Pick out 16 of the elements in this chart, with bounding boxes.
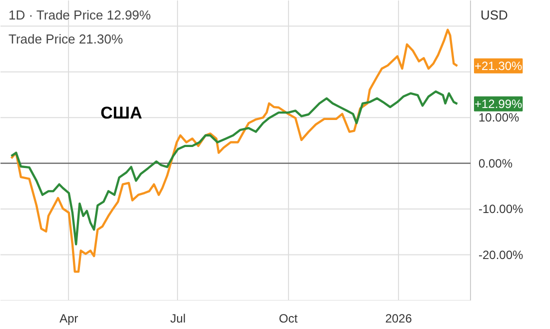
- line-series: [10, 90, 458, 246]
- x-tick-label: 2026: [385, 312, 412, 326]
- text: USD: [480, 8, 508, 22]
- y-tick-label: -10.00%: [478, 202, 524, 216]
- annotation: +12.99%: [474, 96, 523, 111]
- annotation: +21.30%: [474, 58, 523, 73]
- annotation: Trade Price 21.30%: [8, 32, 124, 46]
- y-tick-label: -20.00%: [478, 248, 524, 262]
- x-tick-label: Oct: [278, 312, 298, 326]
- y-tick-label: 10.00%: [478, 110, 520, 125]
- annotation: США: [100, 104, 142, 122]
- x-tick-label: Jul: [170, 312, 186, 326]
- annotation: 1D · Trade Price 12.99%: [8, 8, 152, 22]
- x-tick-label: Apr: [60, 312, 78, 326]
- line-series: [10, 28, 458, 273]
- y-tick-label: 0.00%: [478, 156, 513, 170]
